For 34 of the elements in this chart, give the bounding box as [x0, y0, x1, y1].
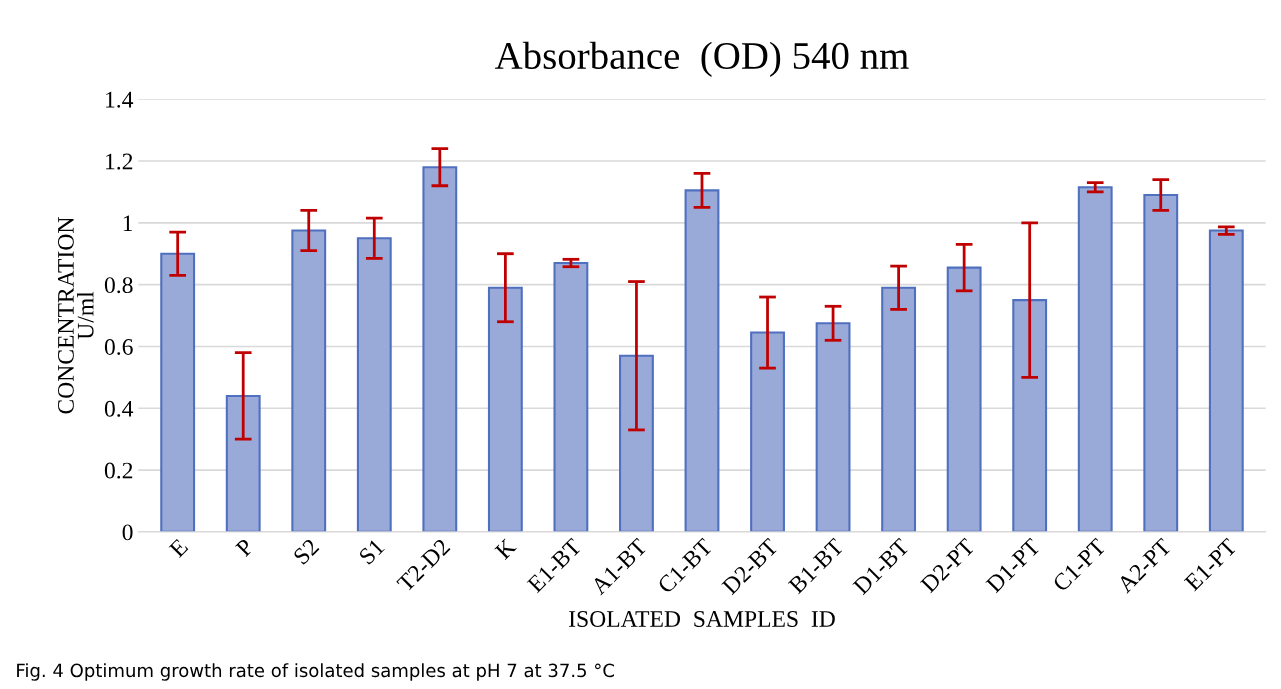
x-axis-title: ISOLATED SAMPLES ID [569, 611, 835, 627]
x-tick-label: P [235, 538, 255, 558]
y-tick-label: 1.2 [106, 153, 133, 170]
x-tick-label: K [494, 537, 517, 560]
bar [356, 237, 392, 532]
bar [1077, 186, 1113, 532]
chart-title: Absorbance (OD) 540 nm [495, 41, 909, 77]
bar [684, 189, 720, 532]
x-tick-label: E [168, 538, 189, 559]
bar [750, 331, 785, 532]
y-tick-label: 0.4 [104, 400, 134, 417]
bar [422, 166, 458, 532]
y-tick-label: 0.8 [104, 277, 133, 294]
bar [815, 322, 851, 532]
y-axis-title: CONCENTRATION U/ml [57, 217, 94, 414]
bar [160, 252, 196, 532]
y-tick-label: 0.2 [104, 462, 133, 479]
bar [553, 261, 589, 532]
x-tick-label: S1 [358, 538, 386, 566]
y-tick-label: 1 [123, 215, 133, 232]
x-tick-label: S2 [292, 538, 320, 566]
y-tick-label: 1.4 [106, 91, 134, 108]
bar [946, 266, 982, 532]
y-tick-label: 0 [122, 524, 133, 541]
caption: Fig. 4 Optimum growth rate of isolated samples at pH 7 at 37.5 °C [17, 663, 614, 681]
bar [1012, 299, 1048, 532]
bar [291, 229, 327, 532]
bar [225, 394, 261, 532]
bar [487, 286, 523, 532]
bar [881, 286, 917, 532]
y-tick-label: 0.6 [104, 338, 133, 355]
bar [1208, 229, 1244, 532]
bar [1143, 193, 1179, 532]
bar [619, 354, 654, 532]
